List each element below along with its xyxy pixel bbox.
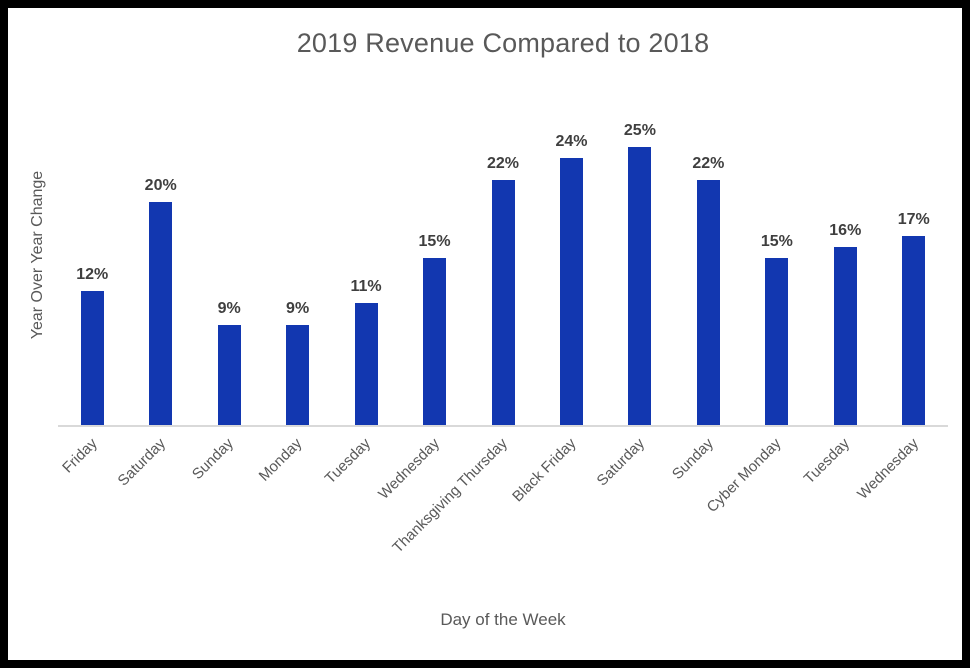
bar <box>80 291 104 425</box>
category-label: Wednesday <box>374 435 443 503</box>
bar <box>423 258 447 425</box>
bar-value-label: 12% <box>76 266 109 283</box>
bar <box>559 158 583 425</box>
x-axis-title: Day of the Week <box>440 610 566 629</box>
category-label: Tuesday <box>321 435 375 488</box>
bar-value-label: 22% <box>486 155 520 172</box>
bar-value-label: 9% <box>217 300 241 317</box>
bar-value-label: 20% <box>144 177 177 194</box>
bar <box>765 258 789 425</box>
category-label: Saturday <box>593 435 648 490</box>
bar <box>354 303 378 425</box>
category-label: Tuesday <box>801 435 854 488</box>
category-label: Sunday <box>668 435 717 483</box>
bar <box>696 180 720 425</box>
bar-value-label: 24% <box>555 133 588 150</box>
bar <box>286 325 310 425</box>
category-label: Monday <box>255 435 306 485</box>
bar <box>149 202 173 425</box>
x-axis-line <box>58 425 948 427</box>
bar-value-label: 17% <box>897 211 930 228</box>
bar-value-label: 15% <box>760 233 793 250</box>
x-axis-labels: Friday Saturday Sunday Monday Tuesday Wednesd… <box>58 435 948 605</box>
y-axis-title: Year Over Year Change <box>29 170 46 340</box>
category-label: Sunday <box>189 435 238 483</box>
category-label: Saturday <box>114 435 169 490</box>
bar-value-label: 9% <box>286 300 310 317</box>
chart-title: 2019 Revenue Compared to 2018 <box>296 28 710 58</box>
plot-area: 12% 20% 9% 9% 11% 15% 22% 24% 25% 22% 15% 16% 17% <box>58 91 948 425</box>
bar <box>491 180 515 425</box>
bar <box>628 147 652 425</box>
bar <box>833 247 857 425</box>
category-label: Friday <box>58 435 101 477</box>
bar-value-label: 15% <box>418 233 451 250</box>
bar-value-label: 11% <box>350 278 382 295</box>
category-label: Black Friday <box>509 435 580 506</box>
bar-value-label: 16% <box>829 222 862 239</box>
bar-value-label: 22% <box>692 155 725 172</box>
bar <box>217 325 241 425</box>
bar <box>902 236 926 425</box>
category-label: Wednesday <box>853 435 922 503</box>
category-label: Thanksgiving Thursday <box>389 435 512 557</box>
bar-value-label: 25% <box>623 122 656 139</box>
